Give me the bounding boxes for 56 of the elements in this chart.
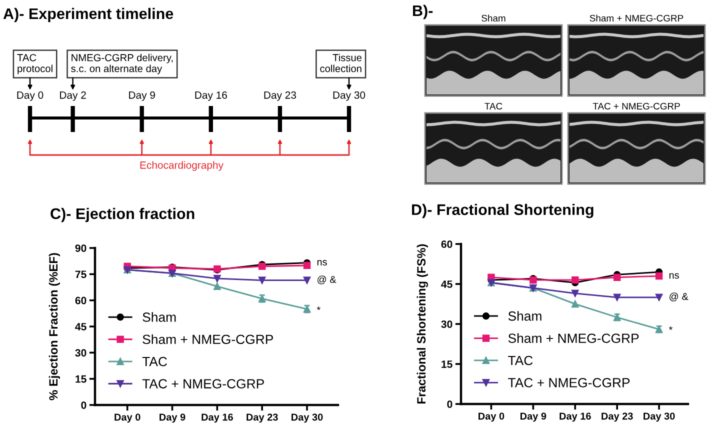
annotation: *: [668, 326, 673, 330]
legend-label: TAC + NMEG-CGRP: [508, 378, 630, 388]
y-tick-label: 15: [76, 375, 86, 383]
category-label: Day 2: [60, 91, 86, 101]
legend-label: TAC + NMEG-CGRP: [142, 379, 264, 388]
y-tick-label: 0: [447, 400, 452, 408]
y-tick-label: 60: [75, 296, 86, 304]
annotation: ns: [317, 260, 327, 266]
text: TAC: [484, 102, 502, 110]
annotation: *: [316, 306, 320, 310]
annotation: @ &: [670, 292, 688, 302]
chart-title: D)- Fractional Shortening: [412, 204, 594, 218]
x-tick-label: Day 30: [292, 414, 323, 423]
text: Sham: [482, 14, 506, 22]
y-tick-label: 45: [441, 280, 452, 288]
text: A)- Experiment timeline: [3, 8, 174, 22]
x-tick-label: Day 16: [202, 414, 233, 423]
category-label: Day 30: [333, 91, 366, 101]
legend-label: Sham + NMEG-CGRP: [508, 333, 639, 343]
legend-label: Sham: [508, 311, 542, 321]
category-label: Day 23: [264, 91, 296, 101]
x-tick-label: Day 9: [160, 414, 186, 423]
legend-label: Sham: [142, 312, 176, 322]
annotation: @ &: [318, 276, 336, 284]
text: TAC protocol: [17, 54, 52, 74]
text: Echocardiography: [140, 161, 224, 171]
text: B)-: [413, 4, 433, 20]
text: TAC + NMEG-CGRP: [592, 102, 680, 110]
text: NMEG-CGRP delivery, s.c. on alternate day: [71, 54, 173, 74]
legend-label: TAC: [142, 356, 167, 366]
y-tick-label: 75: [75, 270, 86, 278]
text: Sham + NMEG-CGRP: [590, 14, 684, 22]
x-tick-label: Day 0: [478, 412, 504, 422]
y-tick-label: 0: [81, 401, 86, 409]
y-axis-title: % Ejection Fraction (%EF): [48, 253, 60, 400]
x-tick-label: Day 16: [560, 412, 591, 422]
category-label: Day 0: [17, 91, 44, 101]
annotation: ns: [669, 273, 679, 279]
text: Tissue collection: [320, 54, 362, 72]
legend-label: Sham + NMEG-CGRP: [142, 334, 273, 344]
category-label: Day 16: [195, 91, 227, 101]
y-tick-label: 15: [442, 360, 452, 368]
legend-label: TAC: [508, 356, 533, 366]
y-tick-label: 30: [441, 320, 452, 328]
x-tick-label: Day 23: [602, 412, 633, 422]
x-tick-label: Day 9: [520, 412, 546, 422]
x-tick-label: Day 0: [114, 414, 140, 423]
x-tick-label: Day 30: [644, 412, 675, 422]
y-tick-label: 30: [75, 349, 86, 357]
y-tick-label: 45: [75, 323, 86, 330]
chart-title: C)- Ejection fraction: [50, 208, 194, 222]
category-label: Day 9: [129, 91, 155, 101]
x-tick-label: Day 23: [246, 414, 278, 423]
y-axis-title: Fractional Shortening (FS%): [416, 244, 428, 404]
y-tick-label: 60: [441, 240, 452, 248]
y-tick-label: 90: [75, 244, 86, 252]
